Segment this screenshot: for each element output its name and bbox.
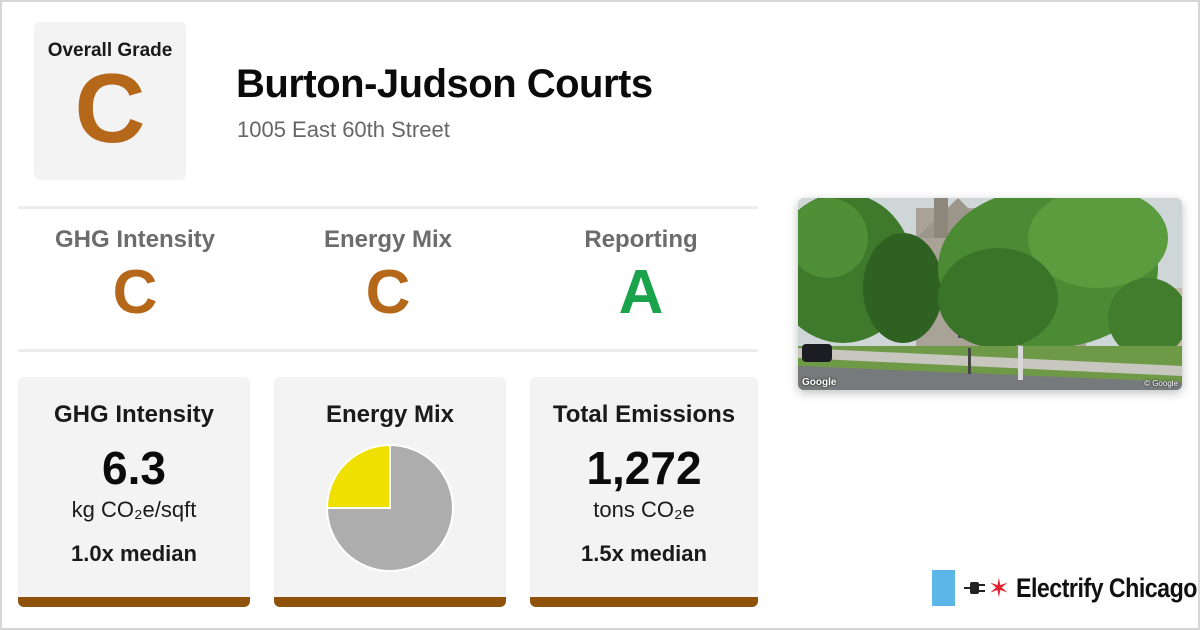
card-title: GHG Intensity [53, 401, 215, 428]
subgrade-energy-mix: Energy Mix C [273, 226, 503, 330]
plug-icon [964, 582, 985, 594]
ghg-intensity-unit: kg CO₂e/sqft [71, 497, 197, 522]
card-title: Total Emissions [552, 401, 736, 428]
card-accent-bar [274, 597, 506, 607]
electrify-chicago-logo[interactable]: ✶ Electrify Chicago [932, 570, 1197, 606]
subgrade-label: Reporting [584, 226, 698, 253]
chicago-star-icon: ✶ [988, 573, 1010, 603]
card-energy-mix: Energy Mix [274, 377, 506, 607]
photo-copyright: © Google [1144, 379, 1178, 388]
total-emissions-unit: tons CO₂e [593, 497, 695, 522]
chicago-flag-stripe-icon [932, 570, 955, 606]
subgrade-reporting: Reporting A [526, 226, 756, 330]
card-total-emissions: Total Emissions 1,272 tons CO₂e 1.5x med… [530, 377, 758, 607]
overall-grade-letter: C [74, 53, 146, 163]
total-emissions-value: 1,272 [586, 442, 702, 494]
pie-slice [325, 443, 391, 509]
energy-mix-pie-chart [325, 443, 454, 572]
total-emissions-median: 1.5x median [581, 541, 707, 566]
overall-grade-box: Overall Grade C [34, 22, 186, 180]
subgrade-letter: C [112, 258, 158, 327]
subgrade-label: GHG Intensity [54, 226, 216, 253]
subgrade-label: Energy Mix [323, 226, 453, 253]
brand-name: Electrify Chicago [1016, 573, 1197, 603]
divider-middle [18, 349, 758, 352]
street-view-image [798, 198, 1182, 390]
card-accent-bar [530, 597, 758, 607]
google-logo: Google [802, 377, 837, 388]
ghg-intensity-value: 6.3 [102, 442, 166, 494]
subgrade-ghg-intensity: GHG Intensity C [20, 226, 250, 330]
overall-grade-label: Overall Grade [47, 40, 173, 61]
building-address: 1005 East 60th Street [237, 117, 450, 142]
ghg-intensity-median: 1.0x median [71, 541, 197, 566]
subgrade-letter: A [618, 258, 664, 327]
card-ghg-intensity: GHG Intensity 6.3 kg CO₂e/sqft 1.0x medi… [18, 377, 250, 607]
subgrade-letter: C [365, 258, 411, 327]
building-name: Burton-Judson Courts [236, 62, 653, 106]
building-street-view-photo: Google © Google [798, 198, 1182, 390]
card-title: Energy Mix [325, 401, 455, 428]
card-accent-bar [18, 597, 250, 607]
pie-slice [325, 443, 454, 572]
divider-top [18, 206, 758, 209]
